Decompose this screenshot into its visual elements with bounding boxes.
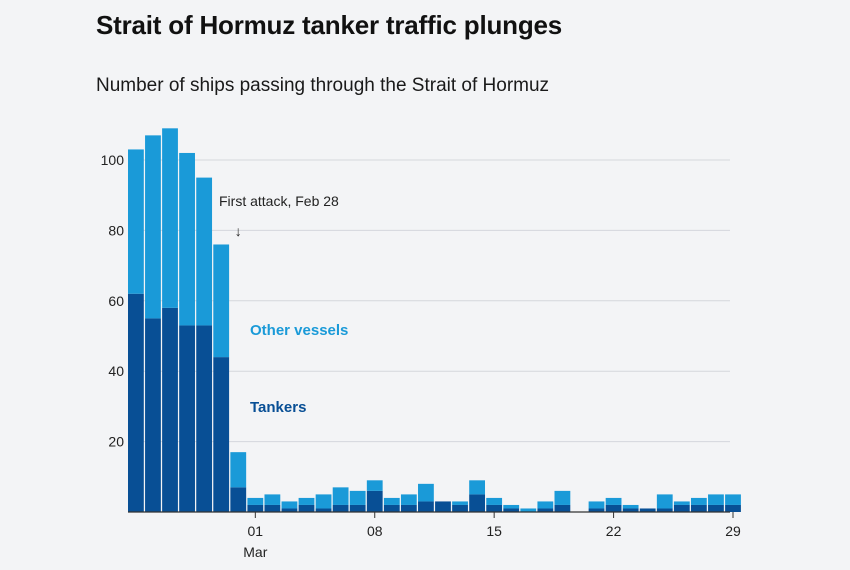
chart-subtitle: Number of ships passing through the Stra… xyxy=(96,75,550,96)
bar-other-vessels xyxy=(332,487,349,505)
bar-tankers xyxy=(469,494,485,512)
bar-other-vessels xyxy=(247,497,264,505)
bar-tankers xyxy=(486,504,503,512)
bar-tankers xyxy=(145,318,161,512)
bar-tankers xyxy=(315,508,332,512)
y-tick-label: 20 xyxy=(108,434,124,450)
bar-other-vessels xyxy=(383,497,400,505)
x-tick-label: 15 xyxy=(486,523,502,539)
bar-other-vessels xyxy=(128,149,144,294)
bar-other-vessels xyxy=(469,480,485,495)
bar-other-vessels xyxy=(196,177,213,326)
bar-other-vessels xyxy=(213,244,230,358)
bar-other-vessels xyxy=(162,128,178,308)
bar-tankers xyxy=(656,508,673,512)
bar-other-vessels xyxy=(349,490,366,505)
bar-tankers xyxy=(418,501,434,512)
x-tick-label: 08 xyxy=(367,523,383,539)
x-tick-label: 29 xyxy=(725,523,741,539)
bar-tankers xyxy=(196,325,213,512)
bar-tankers xyxy=(673,504,690,512)
bar-other-vessels xyxy=(418,483,434,502)
bar-other-vessels xyxy=(315,494,332,509)
bar-tankers xyxy=(230,487,247,512)
bar-series xyxy=(128,128,741,512)
bar-other-vessels xyxy=(673,501,690,505)
bar-other-vessels xyxy=(366,480,383,491)
bar-tankers xyxy=(639,508,656,512)
bar-tankers xyxy=(554,504,571,512)
x-axis-ticks: 01 Mar 08 15 22 29 xyxy=(243,512,741,560)
bar-other-vessels xyxy=(605,497,622,505)
x-tick-label: 22 xyxy=(606,523,622,539)
bar-tankers xyxy=(400,504,417,512)
bar-tankers xyxy=(605,504,622,512)
bar-tankers xyxy=(708,504,724,512)
series-label-tankers: Tankers xyxy=(250,399,306,416)
series-label-other-vessels: Other vessels xyxy=(250,322,348,339)
y-tick-label: 40 xyxy=(108,363,124,379)
bar-tankers xyxy=(128,293,144,512)
bar-tankers xyxy=(690,504,707,512)
bar-tankers xyxy=(503,508,520,512)
bar-tankers xyxy=(435,501,451,512)
x-tick-label: 01 xyxy=(248,523,264,539)
y-axis-ticks: 20 40 60 80 100 xyxy=(101,152,125,450)
bar-other-vessels xyxy=(145,135,161,319)
bar-tankers xyxy=(281,508,298,512)
bar-other-vessels xyxy=(588,501,605,509)
bar-other-vessels xyxy=(554,490,571,505)
y-tick-label: 60 xyxy=(108,293,124,309)
bar-other-vessels xyxy=(230,452,247,488)
bar-other-vessels xyxy=(537,501,554,509)
bar-other-vessels xyxy=(298,497,315,505)
bar-tankers xyxy=(247,504,264,512)
chart-title: Strait of Hormuz tanker traffic plunges xyxy=(96,10,563,40)
bar-other-vessels xyxy=(520,508,537,512)
bar-tankers xyxy=(298,504,315,512)
bar-tankers xyxy=(264,504,281,512)
bar-tankers xyxy=(452,504,468,512)
bar-other-vessels xyxy=(622,504,639,509)
bar-tankers xyxy=(162,307,178,512)
bar-tankers xyxy=(383,504,400,512)
x-tick-sublabel: Mar xyxy=(243,544,267,560)
bar-other-vessels xyxy=(725,494,741,505)
bar-tankers xyxy=(725,504,741,512)
bar-other-vessels xyxy=(179,152,195,326)
bar-other-vessels xyxy=(690,497,707,505)
bar-tankers xyxy=(179,325,195,512)
bar-other-vessels xyxy=(656,494,673,509)
bar-tankers xyxy=(213,357,230,512)
bar-tankers xyxy=(537,508,554,512)
bar-other-vessels xyxy=(452,501,468,505)
annotation-arrow-icon: ↓ xyxy=(235,223,242,239)
bar-other-vessels xyxy=(708,494,724,505)
bar-other-vessels xyxy=(503,504,520,509)
bar-tankers xyxy=(349,504,366,512)
y-tick-label: 80 xyxy=(108,222,124,238)
bar-tankers xyxy=(622,508,639,512)
bar-tankers xyxy=(588,508,605,512)
y-tick-label: 100 xyxy=(101,152,125,168)
bar-other-vessels xyxy=(486,497,503,505)
bar-other-vessels xyxy=(400,494,417,505)
bar-other-vessels xyxy=(264,494,281,505)
bar-tankers xyxy=(332,504,349,512)
bar-tankers xyxy=(366,490,383,512)
annotation-first-attack: First attack, Feb 28 xyxy=(219,193,339,209)
bar-other-vessels xyxy=(281,501,298,509)
